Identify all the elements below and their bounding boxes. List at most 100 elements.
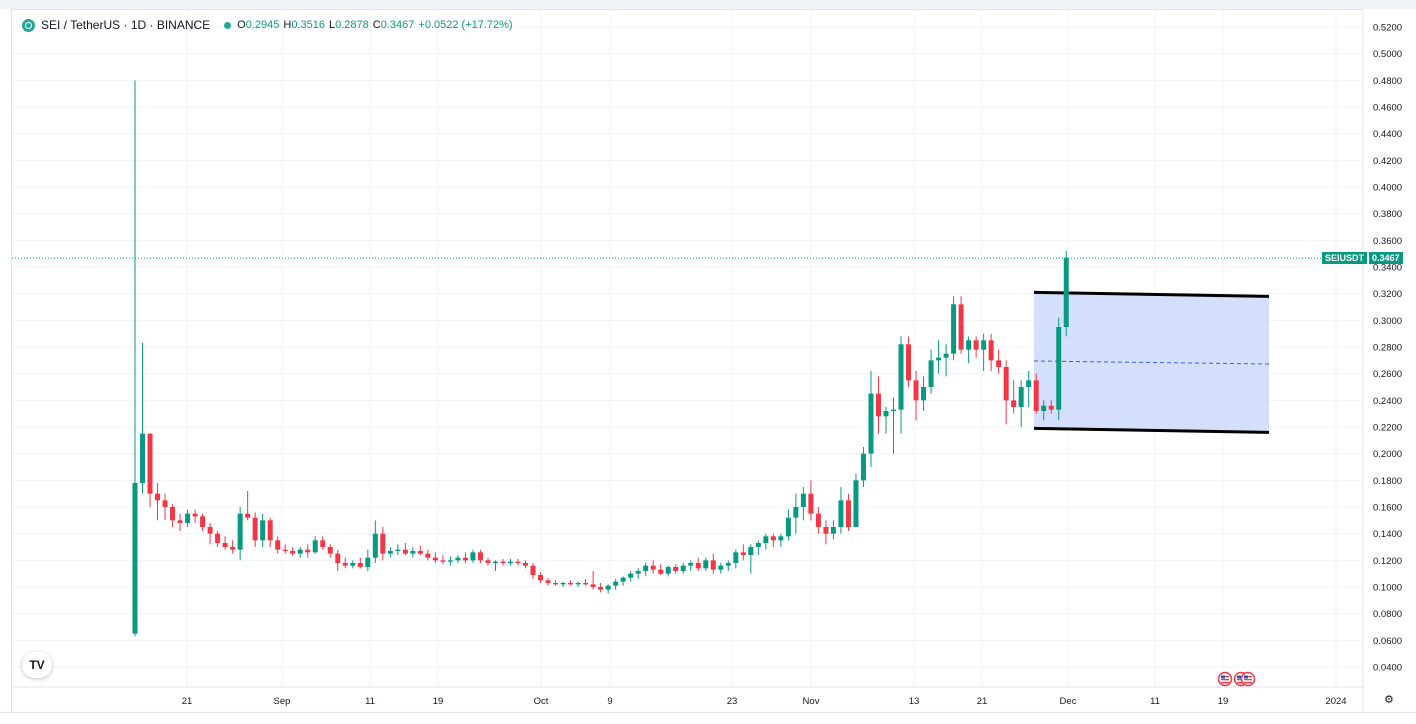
candle-body [1026,380,1032,387]
symbol-title[interactable]: SEI / TetherUS · 1D · BINANCE [41,18,211,32]
candle-body [605,585,611,590]
time-tick-label: 11 [1150,696,1160,707]
candle-body [245,513,251,518]
time-tick-label: 21 [977,696,988,707]
candle-body [305,549,311,553]
low-value: 0.2878 [335,19,369,31]
candle-body [966,340,972,350]
candle-body [447,560,453,562]
high-value: 0.3516 [291,19,325,31]
time-tick-label: 9 [607,696,612,707]
candle-body [545,580,551,583]
candle-body [598,587,604,590]
price-tick-label: 0.0600 [1373,636,1402,647]
candle-body [891,409,897,411]
candle-body [380,533,386,554]
candle-body [755,543,761,547]
candle-body [357,563,363,567]
candle-body [996,360,1002,367]
time-tick-label: Sep [274,696,291,707]
price-axis-bg [1363,9,1416,712]
time-tick-label: 2024 [1325,696,1346,707]
candle-body [590,584,596,587]
candle-body [800,493,806,507]
channel-bottom-line [1033,426,1270,434]
price-tick-label: 0.3000 [1373,316,1402,327]
time-tick-label: 13 [909,696,920,707]
price-tick-label: 0.2800 [1373,343,1402,354]
price-tick-label: 0.2200 [1373,423,1402,434]
price-tick-label: 0.2600 [1373,369,1402,380]
candle-body [1056,327,1062,410]
candle-body [425,553,431,558]
candle-body [538,575,544,581]
candle-body [327,547,333,554]
candle-body [913,380,919,401]
price-tick-label: 0.3200 [1373,289,1402,300]
change-value: +0.0522 (+17.72%) [418,19,513,31]
candle-body [613,581,619,586]
candle-body [132,483,138,634]
candle-body [237,513,243,550]
candle-body [650,565,656,570]
candle-body [793,507,799,518]
time-tick-label: 19 [1218,696,1229,707]
candle-body [815,513,821,527]
candle-body [372,533,378,558]
candle-body [973,340,979,350]
candle-body [215,533,221,543]
chart-legend: SEI / TetherUS · 1D · BINANCE O0.2945 H0… [22,17,513,33]
candle-body [740,552,746,555]
candle-body [778,536,784,541]
time-axis[interactable]: 21 Sep 11 19 Oct 9 23 Nov 13 21 Dec 11 19 2024 [11,686,1363,707]
candle-body [943,353,949,358]
candle-body [147,433,153,494]
candle-body [508,561,513,563]
candle-body [267,520,273,541]
price-tick-label: 0.2400 [1373,396,1402,407]
candle-body [1003,367,1009,401]
candle-body [282,549,288,551]
candle-body [1011,400,1017,407]
candle-body [1018,387,1024,407]
ohlc-values: O0.2945 H0.3516 L0.2878 C0.3467 +0.0522 … [237,19,513,31]
candle-body [230,547,236,550]
candle-body [155,493,161,501]
tradingview-logo[interactable]: TV [22,652,52,678]
candle-body [951,304,957,354]
candle-body [477,552,483,561]
price-tag-value: 0.3467 [1369,252,1403,264]
candle-body [688,563,694,566]
candle-body [297,549,303,554]
candle-body [530,565,536,575]
candle-body [410,551,416,554]
candle-body [260,520,266,541]
candle-body [185,513,191,523]
candle-body [898,344,904,410]
candle-body [583,583,589,585]
candle-body [906,344,912,381]
candle-body [432,557,438,561]
channel-rectangle [1033,290,1270,434]
gear-icon[interactable]: ⚙ [1384,694,1394,706]
candle-body [875,393,881,417]
candle-body [207,527,213,534]
grid [12,9,1363,687]
candle-body [733,552,739,563]
price-tick-label: 0.1000 [1373,583,1402,594]
current-price-tag: SEIUSDT 0.3467 [1322,252,1403,264]
price-tick-label: 0.1400 [1373,529,1402,540]
price-tick-label: 0.5200 [1373,23,1402,34]
candle-body [658,569,664,574]
economic-events[interactable] [1217,671,1256,687]
candle-body [635,571,641,574]
candles [132,80,1069,637]
candle-body [170,507,176,521]
candle-body [981,340,987,350]
price-tag-symbol: SEIUSDT [1322,252,1368,264]
candle-body [770,536,776,541]
price-axis[interactable]: 0.5200 0.5000 0.4800 0.4600 0.4400 0.4200 0.40… [1362,9,1416,712]
price-tick-label: 0.0800 [1373,609,1402,620]
candle-body [485,560,491,563]
